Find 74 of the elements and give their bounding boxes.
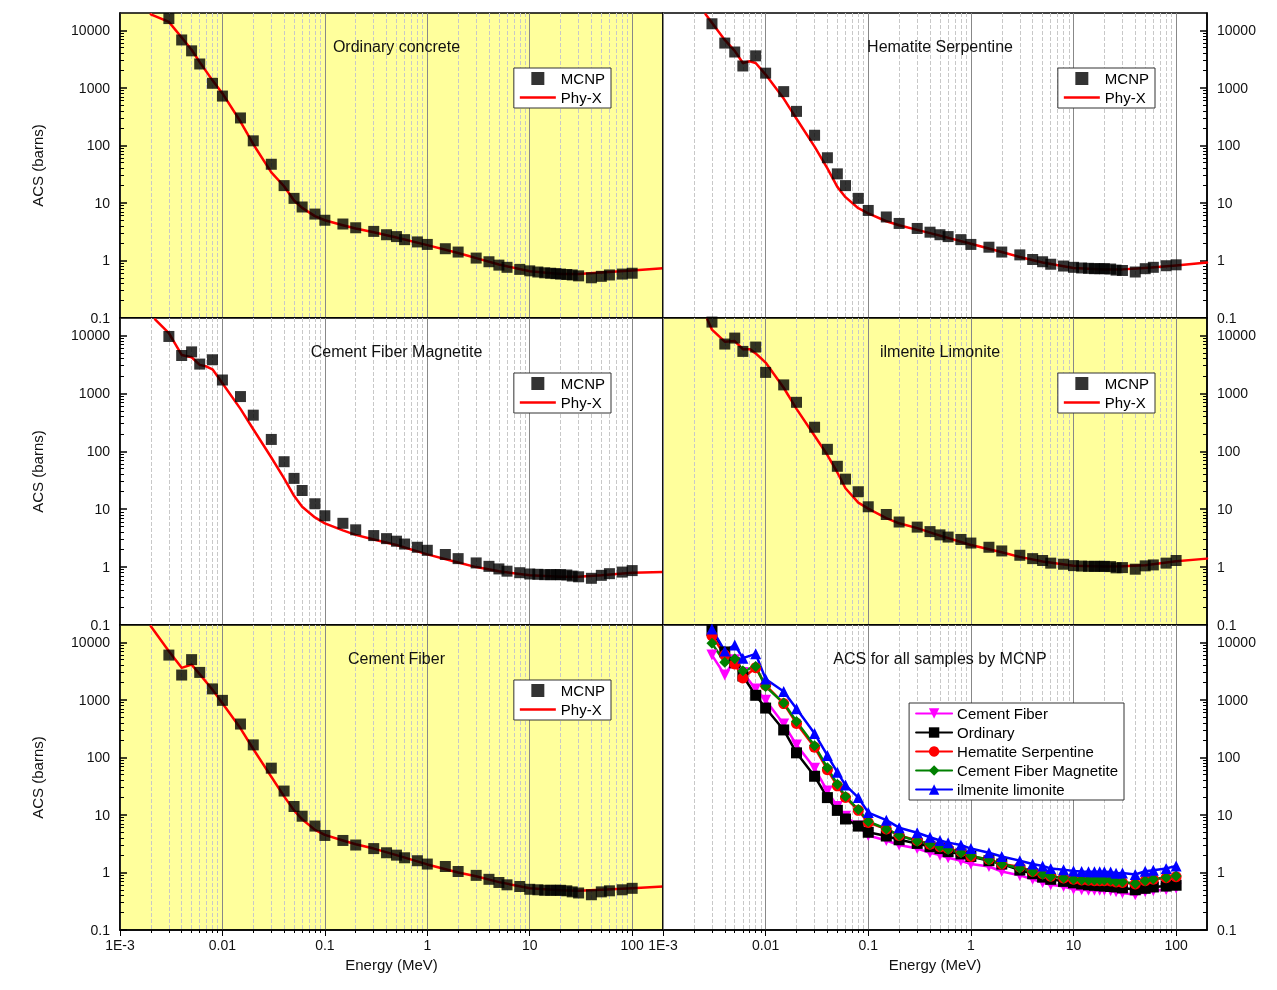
y-tick-label: 0.1 — [90, 922, 111, 938]
y-tick-label: 0.1 — [1217, 617, 1237, 633]
y-tick-label: 10000 — [1217, 22, 1257, 39]
y-tick-label: 0.1 — [1217, 922, 1237, 938]
x-axis-title: Energy (MeV) — [888, 955, 982, 973]
legend-label: Phy-X — [560, 89, 602, 106]
y-tick-label: 10 — [94, 194, 111, 211]
y-tick-label: 1000 — [78, 385, 111, 402]
legend-label: MCNP — [560, 682, 606, 699]
y-tick-label: 10000 — [71, 634, 111, 651]
y-tick-label: 1 — [1217, 864, 1225, 881]
text: Cement Fiber — [348, 649, 446, 667]
y-tick-label: 10000 — [71, 327, 111, 344]
legend-label: MCNP — [560, 70, 606, 87]
legend-label: Hematite Serpentine — [957, 743, 1094, 760]
x-axis-title: Energy (MeV) — [345, 955, 438, 973]
x-tick-label: 1 — [966, 937, 975, 953]
y-tick-label: 0.1 — [1217, 310, 1237, 326]
text: ilmenite Limonite — [879, 342, 1001, 360]
y-tick-label: 100 — [86, 749, 111, 766]
y-tick-label: 100 — [1217, 137, 1241, 154]
y-tick-label: 100 — [86, 137, 111, 154]
x-tick-label: 1 — [423, 937, 432, 953]
y-tick-label: 1000 — [78, 79, 111, 96]
text: Ordinary concrete — [332, 37, 461, 55]
y-tick-label: 10 — [1217, 501, 1233, 518]
legend-label: Phy-X — [560, 394, 602, 411]
legend-label: MCNP — [560, 375, 606, 392]
y-tick-label: 1 — [1217, 252, 1225, 269]
x-tick-label: 0.01 — [752, 937, 780, 953]
y-tick-label: 10 — [94, 501, 111, 518]
y-tick-label: 10000 — [1217, 327, 1257, 344]
y-tick-label: 0.1 — [90, 310, 111, 326]
y-tick-label: 100 — [1217, 749, 1241, 766]
text: ACS for all samples by MCNP — [833, 649, 1047, 667]
y-tick-label: 10 — [94, 806, 111, 823]
y-tick-label: 100 — [86, 443, 111, 460]
y-tick-label: 100 — [1217, 443, 1241, 460]
legend-label: MCNP — [1104, 70, 1150, 87]
legend-label: MCNP — [1104, 375, 1150, 392]
y-tick-label: 10000 — [1217, 634, 1257, 651]
y-tick-label: 10000 — [71, 22, 111, 39]
legend-label: Cement Fiber — [957, 705, 1048, 722]
legend-label: Phy-X — [1104, 394, 1146, 411]
x-tick-label: 0.1 — [315, 937, 335, 953]
y-tick-label: 1000 — [1217, 691, 1249, 708]
y-axis-title: ACS (barns) — [29, 124, 46, 207]
x-tick-label: 0.01 — [208, 937, 237, 953]
y-axis-title: ACS (barns) — [29, 736, 46, 819]
text: Cement Fiber Magnetite — [310, 342, 483, 360]
legend-label: Phy-X — [1104, 89, 1146, 106]
x-tick-label: 1E-3 — [648, 937, 678, 953]
y-tick-label: 1 — [102, 252, 111, 269]
y-tick-label: 0.1 — [90, 617, 111, 633]
y-tick-label: 1000 — [1217, 385, 1249, 402]
x-tick-label: 100 — [1164, 937, 1188, 953]
x-tick-label: 0.1 — [858, 937, 879, 953]
y-axis-title: ACS (barns) — [29, 430, 46, 513]
y-tick-label: 1 — [102, 559, 111, 576]
legend-label: Ordinary — [957, 724, 1016, 741]
x-tick-label: 10 — [521, 937, 538, 953]
x-tick-label: 100 — [620, 937, 645, 953]
y-tick-label: 1000 — [1217, 79, 1249, 96]
legend-label: Cement Fiber Magnetite — [957, 762, 1118, 779]
text: Hematite Serpentine — [867, 37, 1014, 55]
legend-label: ilmenite limonite — [957, 781, 1065, 798]
y-tick-label: 1 — [102, 864, 111, 881]
x-tick-label: 10 — [1065, 937, 1082, 953]
y-tick-label: 1000 — [78, 691, 111, 708]
y-tick-label: 1 — [1217, 559, 1225, 576]
legend-label: Phy-X — [560, 701, 602, 718]
x-tick-label: 1E-3 — [105, 937, 135, 953]
y-tick-label: 10 — [1217, 194, 1233, 211]
y-tick-label: 10 — [1217, 806, 1233, 823]
